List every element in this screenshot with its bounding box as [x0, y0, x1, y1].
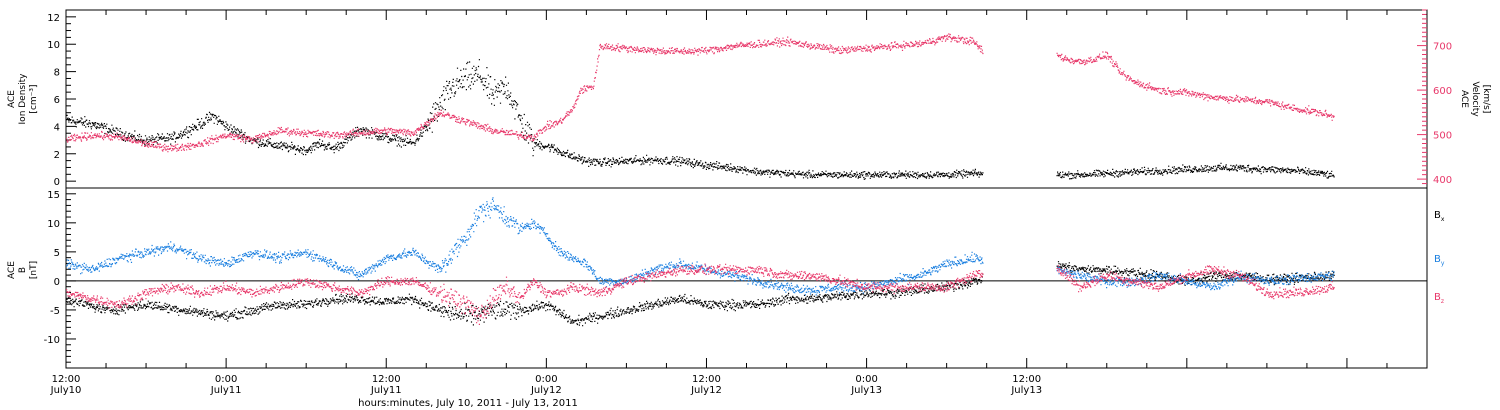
b-tick-label: 5	[54, 248, 60, 259]
density-tick-label: 0	[54, 177, 60, 188]
x-tick-time: 0:00	[215, 374, 237, 385]
x-tick-date: July11	[370, 385, 402, 396]
b-tick-label: -5	[50, 306, 60, 317]
density-tick-label: 2	[54, 150, 60, 161]
b-tick-label: -10	[44, 335, 60, 346]
velocity-series	[66, 33, 1335, 153]
legend-subscript: x	[1441, 216, 1445, 223]
density-axis-title: [cm⁻³]	[29, 84, 39, 113]
x-tick-time: 12:00	[52, 374, 81, 385]
series-bz	[66, 263, 1335, 325]
x-tick-time: 12:00	[1012, 374, 1041, 385]
series-by-marks	[66, 197, 1335, 296]
legend-entry-y: By	[1434, 254, 1445, 267]
x-tick-date: July12	[530, 385, 562, 396]
density-series-marks	[66, 59, 1335, 180]
density-axis-title: Ion Density	[18, 73, 28, 125]
series-by	[66, 197, 1335, 296]
x-tick-time: 0:00	[535, 374, 557, 385]
velocity-axis-title: Velocity	[1470, 81, 1480, 117]
series-bz-marks	[66, 263, 1335, 325]
legend-subscript: y	[1441, 260, 1445, 267]
b-axis-title: ACE	[7, 261, 17, 279]
x-tick-date: July11	[210, 385, 242, 396]
density-series	[66, 59, 1335, 180]
x-tick-date: July13	[1010, 385, 1042, 396]
velocity-series-marks	[66, 33, 1335, 153]
legend-entry-x: Bx	[1434, 210, 1445, 223]
density-tick-label: 8	[54, 68, 60, 79]
velocity-tick-label: 400	[1433, 175, 1452, 186]
velocity-tick-label: 600	[1433, 86, 1452, 97]
b-tick-label: 10	[47, 219, 60, 230]
time-axis: 12:00July100:00July1112:00July110:00July…	[50, 10, 1428, 396]
magnetic-field-panel: -10 -5 0 5 10 15 ACE B [nT] Bx By Bz	[7, 187, 1445, 369]
series-bx-marks	[66, 261, 1335, 327]
density-tick-label: 12	[47, 13, 60, 24]
b-axis-title: B	[18, 267, 28, 273]
velocity-tick-label: 500	[1433, 131, 1452, 142]
b-axis-title: [nT]	[29, 261, 39, 279]
density-tick-label: 6	[54, 95, 60, 106]
b-tick-label: 0	[54, 277, 60, 288]
x-tick-date: July13	[850, 385, 882, 396]
density-tick-label: 4	[54, 122, 60, 133]
velocity-tick-label: 700	[1433, 42, 1452, 53]
x-axis-label: hours:minutes, July 10, 2011 - July 13, …	[358, 398, 578, 409]
x-tick-time: 0:00	[855, 374, 877, 385]
velocity-axis-title: [km/s]	[1481, 85, 1491, 114]
x-tick-date: July10	[50, 385, 82, 396]
legend-subscript: z	[1441, 298, 1444, 305]
velocity-axis-title: ACE	[1459, 90, 1469, 108]
b-tick-label: 15	[47, 190, 60, 201]
x-tick-date: July12	[690, 385, 722, 396]
series-bx	[66, 261, 1335, 327]
x-tick-time: 12:00	[692, 374, 721, 385]
density-axis-title: ACE	[7, 90, 17, 108]
legend-entry-z: Bz	[1434, 292, 1444, 305]
density-tick-label: 10	[47, 40, 60, 51]
x-tick-time: 12:00	[372, 374, 401, 385]
